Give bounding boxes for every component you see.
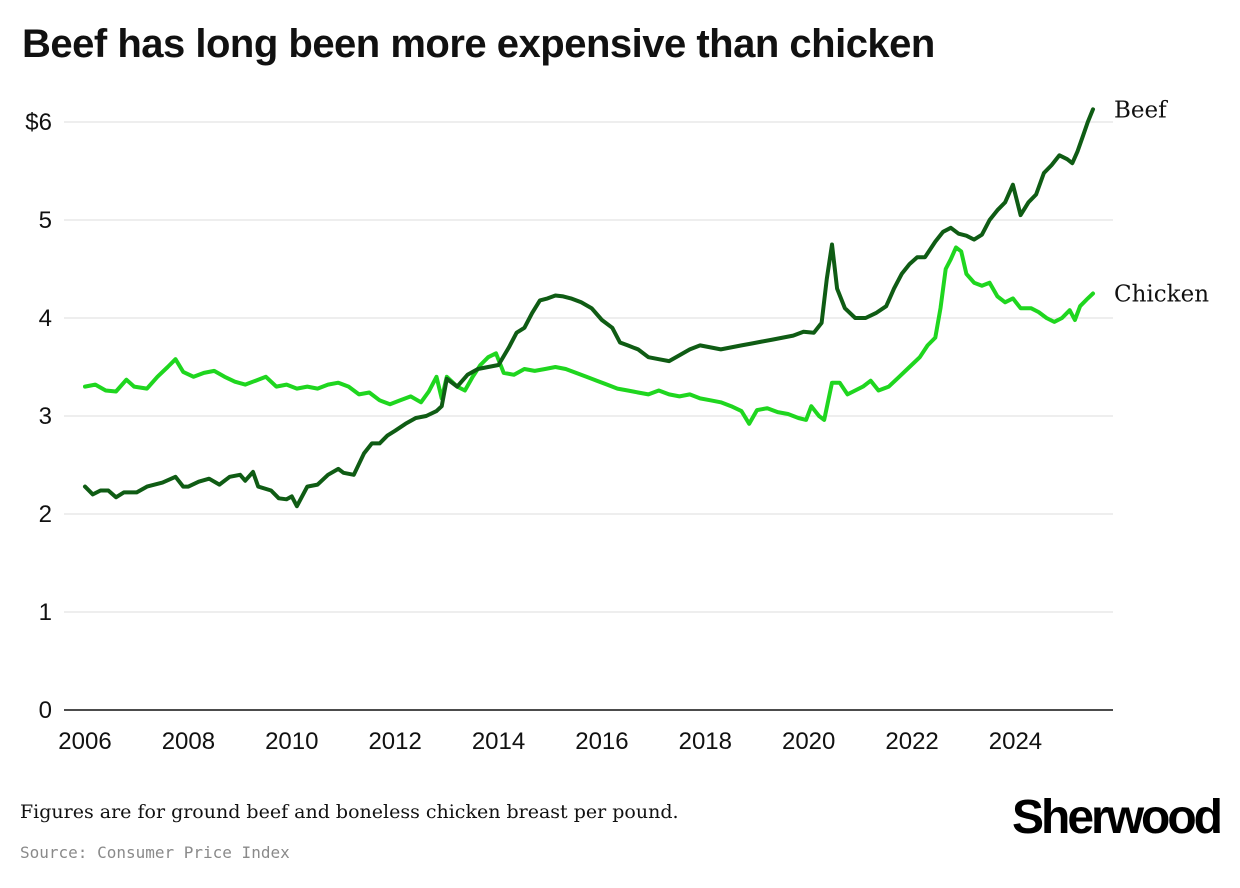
x-tick-label: 2024: [989, 728, 1042, 755]
x-tick-label: 2008: [162, 728, 215, 755]
line-chart: 0 1 2 3 4 5 $6 2006 2008 2010 2012 2014 2016 2018 202…: [25, 97, 1209, 755]
x-tick-label: 2018: [679, 728, 732, 755]
y-tick-label: 4: [39, 305, 52, 332]
x-tick-label: 2020: [782, 728, 835, 755]
x-tick-label: 2012: [368, 728, 421, 755]
gridlines: [64, 121, 1113, 711]
beef-line: [83, 107, 1095, 509]
y-tick-label: $6: [25, 109, 52, 136]
y-tick-label: 3: [39, 403, 52, 430]
series-lines: [83, 107, 1095, 509]
chicken-line: [83, 245, 1095, 426]
series-labels: Chicken Beef: [1114, 97, 1209, 307]
footnote: Figures are for ground beef and boneless…: [20, 801, 679, 823]
y-tick-label: 2: [39, 501, 52, 528]
x-tick-label: 2010: [265, 728, 318, 755]
x-tick-label: 2006: [58, 728, 111, 755]
brand-logo: Sherwood: [1011, 791, 1223, 844]
source-note: Source: Consumer Price Index: [20, 843, 290, 862]
x-axis-ticks: 2006 2008 2010 2012 2014 2016 2018 2020 2022 2024: [58, 728, 1042, 755]
y-tick-label: 5: [39, 207, 52, 234]
y-tick-label: 1: [39, 599, 52, 626]
x-tick-label: 2014: [472, 728, 525, 755]
x-tick-label: 2022: [885, 728, 938, 755]
chicken-series-label: Chicken: [1114, 282, 1209, 308]
chart-title: Beef has long been more expensive than c…: [22, 22, 935, 66]
y-axis-ticks: 0 1 2 3 4 5 $6: [25, 109, 52, 724]
x-tick-label: 2016: [575, 728, 628, 755]
beef-series-label: Beef: [1114, 97, 1168, 123]
y-tick-label: 0: [39, 697, 52, 724]
